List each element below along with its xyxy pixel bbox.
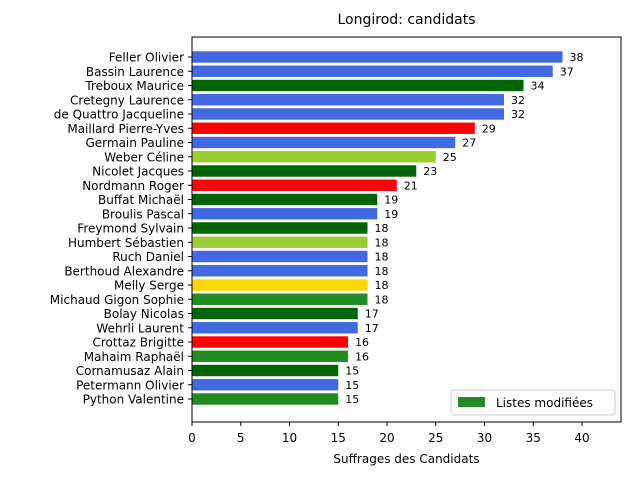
legend-box (450, 389, 616, 416)
y-tick-label: Michaud Gigon Sophie (50, 293, 184, 307)
data-label: 38 (570, 51, 584, 64)
data-label: 16 (355, 336, 369, 349)
y-tick-label: Freymond Sylvain (77, 222, 184, 236)
x-tick-label: 10 (282, 431, 297, 445)
bar (192, 350, 348, 362)
y-tick-label: Wehrli Laurent (96, 321, 184, 335)
bar (192, 122, 475, 134)
y-tick-label: Berthoud Alexandre (64, 264, 184, 278)
y-tick-label: Feller Olivier (109, 51, 184, 65)
bar (192, 336, 348, 348)
y-tick-label: Treboux Maurice (84, 79, 184, 93)
data-label: 27 (462, 137, 476, 150)
data-label: 23 (423, 165, 437, 178)
y-tick-label: Buffat Michaël (98, 193, 184, 207)
x-axis-label: Suffrages des Candidats (333, 452, 479, 466)
y-tick-label: Petermann Olivier (76, 378, 184, 392)
x-tick-label: 30 (477, 431, 492, 445)
x-tick-label: 35 (526, 431, 541, 445)
y-tick-label: Broulis Pascal (102, 207, 184, 221)
data-label: 16 (355, 350, 369, 363)
x-tick-label: 15 (331, 431, 346, 445)
bar (192, 364, 339, 377)
bar (192, 94, 504, 106)
data-label: 37 (560, 65, 574, 78)
data-label: 18 (375, 236, 389, 249)
bar (192, 208, 378, 220)
bar (192, 222, 368, 234)
bar (192, 165, 417, 177)
data-label: 18 (375, 279, 389, 292)
y-tick-label: Germain Pauline (85, 136, 184, 150)
x-tick-label: 0 (188, 431, 196, 445)
chart-title: Longirod: candidats (337, 12, 475, 28)
data-label: 17 (365, 308, 379, 321)
y-tick-label: Nicolet Jacques (92, 165, 184, 179)
data-label: 32 (511, 94, 525, 107)
data-label: 18 (375, 265, 389, 278)
legend-swatch (458, 397, 485, 407)
y-tick-label: Crottaz Brigitte (92, 336, 184, 350)
legend-label: Listes modifiées (496, 396, 593, 410)
y-tick-label: Humbert Sébastien (68, 236, 184, 250)
bar (192, 293, 368, 305)
x-tick-label: 25 (428, 431, 443, 445)
data-label: 32 (511, 108, 525, 121)
data-label: 29 (482, 122, 496, 135)
data-label: 15 (345, 393, 359, 406)
x-tick-label: 5 (237, 431, 245, 445)
bar (192, 265, 368, 277)
data-label: 18 (375, 293, 389, 306)
data-label: 19 (384, 194, 398, 207)
x-ticks: 0 5 10 15 20 25 30 35 40 (188, 422, 590, 445)
bar (192, 250, 368, 263)
data-label: 18 (375, 222, 389, 235)
bar (192, 193, 378, 206)
legend: Listes modifiées (450, 389, 616, 416)
bar (192, 279, 368, 291)
y-tick-label: de Quattro Jacqueline (54, 108, 184, 122)
y-tick-label: Mahaim Raphaël (84, 350, 184, 364)
bar (192, 379, 339, 391)
y-tick-label: Nordmann Roger (82, 179, 184, 193)
y-tick-label: Melly Serge (114, 279, 184, 293)
data-label: 21 (404, 179, 418, 192)
y-tick-label: Cornamusaz Alain (76, 364, 184, 378)
y-tick-label: Bolay Nicolas (104, 307, 184, 321)
bar (192, 322, 358, 334)
data-label: 18 (375, 251, 389, 264)
y-tick-label: Weber Céline (104, 150, 184, 164)
y-tick-label: Maillard Pierre-Yves (67, 122, 184, 136)
y-tick-label: Bassin Laurence (86, 65, 184, 79)
plot-frame (191, 36, 622, 423)
data-label: 15 (345, 365, 359, 378)
data-label: 19 (384, 208, 398, 221)
x-tick-label: 20 (379, 431, 394, 445)
bars-layer (192, 51, 563, 405)
bar (192, 236, 368, 248)
bar (192, 179, 397, 191)
data-label: 34 (531, 80, 545, 93)
x-tick-label: 40 (574, 431, 589, 445)
bar (192, 136, 456, 149)
y-tick-label: Cretegny Laurence (70, 93, 184, 107)
bar (192, 393, 339, 405)
bar (192, 151, 436, 163)
y-tick-label: Ruch Daniel (112, 250, 184, 264)
bar (192, 65, 553, 77)
data-labels: 3837343232292725232119191818181818181717… (345, 51, 583, 406)
bar (192, 108, 504, 120)
data-label: 15 (345, 379, 359, 392)
y-tick-label: Python Valentine (83, 393, 184, 407)
data-label: 25 (443, 151, 457, 164)
data-label: 17 (365, 322, 379, 335)
bar (192, 51, 563, 63)
bar (192, 307, 358, 320)
bar (192, 79, 524, 92)
